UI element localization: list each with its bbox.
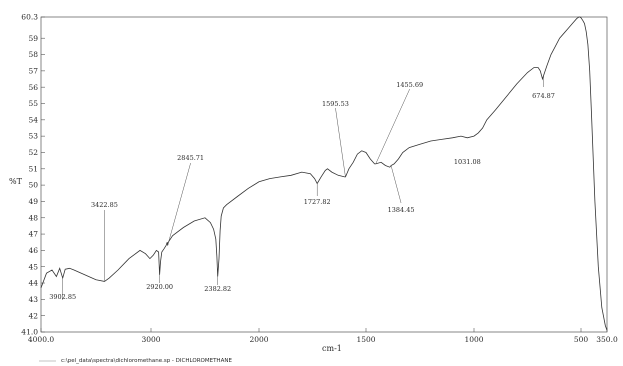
y-tick-label: 46 (28, 246, 38, 255)
y-tick-label: 48 (28, 213, 38, 222)
peak-leader-line (375, 88, 410, 164)
y-tick-label: 45 (28, 262, 38, 271)
peak-leader-line (335, 107, 346, 177)
peak-leader-line (167, 162, 191, 246)
x-axis: 4000.0 3000 2000 1500 1000 500 350.0 (28, 328, 618, 344)
peak-annotations: 3902.85 3422.85 2920.00 2845.71 2382.82 1727.… (49, 75, 555, 301)
x-tick-label: 500 (574, 335, 589, 344)
y-tick-label: 44 (28, 279, 38, 288)
x-axis-title: cm-1 (322, 344, 342, 353)
y-tick-label: 43 (28, 295, 38, 304)
y-tick-label: 52 (28, 148, 38, 157)
peak-label: 2920.00 (146, 283, 173, 291)
y-tick-label: 59 (28, 34, 38, 43)
y-tick-label: 49 (28, 197, 38, 206)
y-axis: 41.0 42 43 44 45 46 47 48 49 50 51 52 53 54 55 56 57 58 59… (21, 13, 45, 337)
y-tick-label: 50 (28, 181, 38, 190)
peak-label: 1384.45 (388, 206, 415, 214)
y-tick-label: 54 (28, 115, 38, 124)
peak-label: 1455.69 (396, 81, 423, 89)
peak-label: 2382.82 (204, 285, 231, 293)
x-tick-label: 3000 (141, 335, 160, 344)
y-tick-label: 60.3 (21, 13, 38, 22)
spectrum-series-line (40, 16, 608, 331)
peak-label: 674.87 (532, 92, 555, 100)
y-tick-label: 51 (28, 164, 38, 173)
peak-leader-line (390, 165, 402, 204)
peak-label: 1595.53 (322, 100, 349, 108)
y-tick-label: 53 (28, 132, 38, 141)
y-tick-label: 55 (28, 99, 38, 108)
y-tick-label: 41.0 (21, 328, 38, 337)
y-tick-label: 57 (28, 66, 38, 75)
peak-label: 3902.85 (49, 293, 76, 301)
y-tick-label: 42 (28, 311, 38, 320)
peak-label: 1727.82 (304, 198, 331, 206)
x-tick-label: 350.0 (596, 335, 618, 344)
x-tick-label: 4000.0 (28, 335, 54, 344)
y-axis-title: %T (9, 177, 23, 186)
peak-label: 1031.08 (454, 158, 481, 166)
x-tick-label: 2000 (249, 335, 268, 344)
y-tick-label: 47 (28, 230, 38, 239)
plot-frame (40, 16, 608, 333)
x-tick-label: 1000 (464, 335, 483, 344)
footer-file-path: c:\pel_data\spectra\dichloromethane.sp -… (61, 358, 232, 364)
y-tick-label: 56 (28, 83, 38, 92)
peak-label: 2845.71 (177, 154, 204, 162)
x-tick-label: 1500 (356, 335, 375, 344)
y-tick-label: 58 (28, 50, 38, 59)
peak-label: 3422.85 (91, 201, 118, 209)
